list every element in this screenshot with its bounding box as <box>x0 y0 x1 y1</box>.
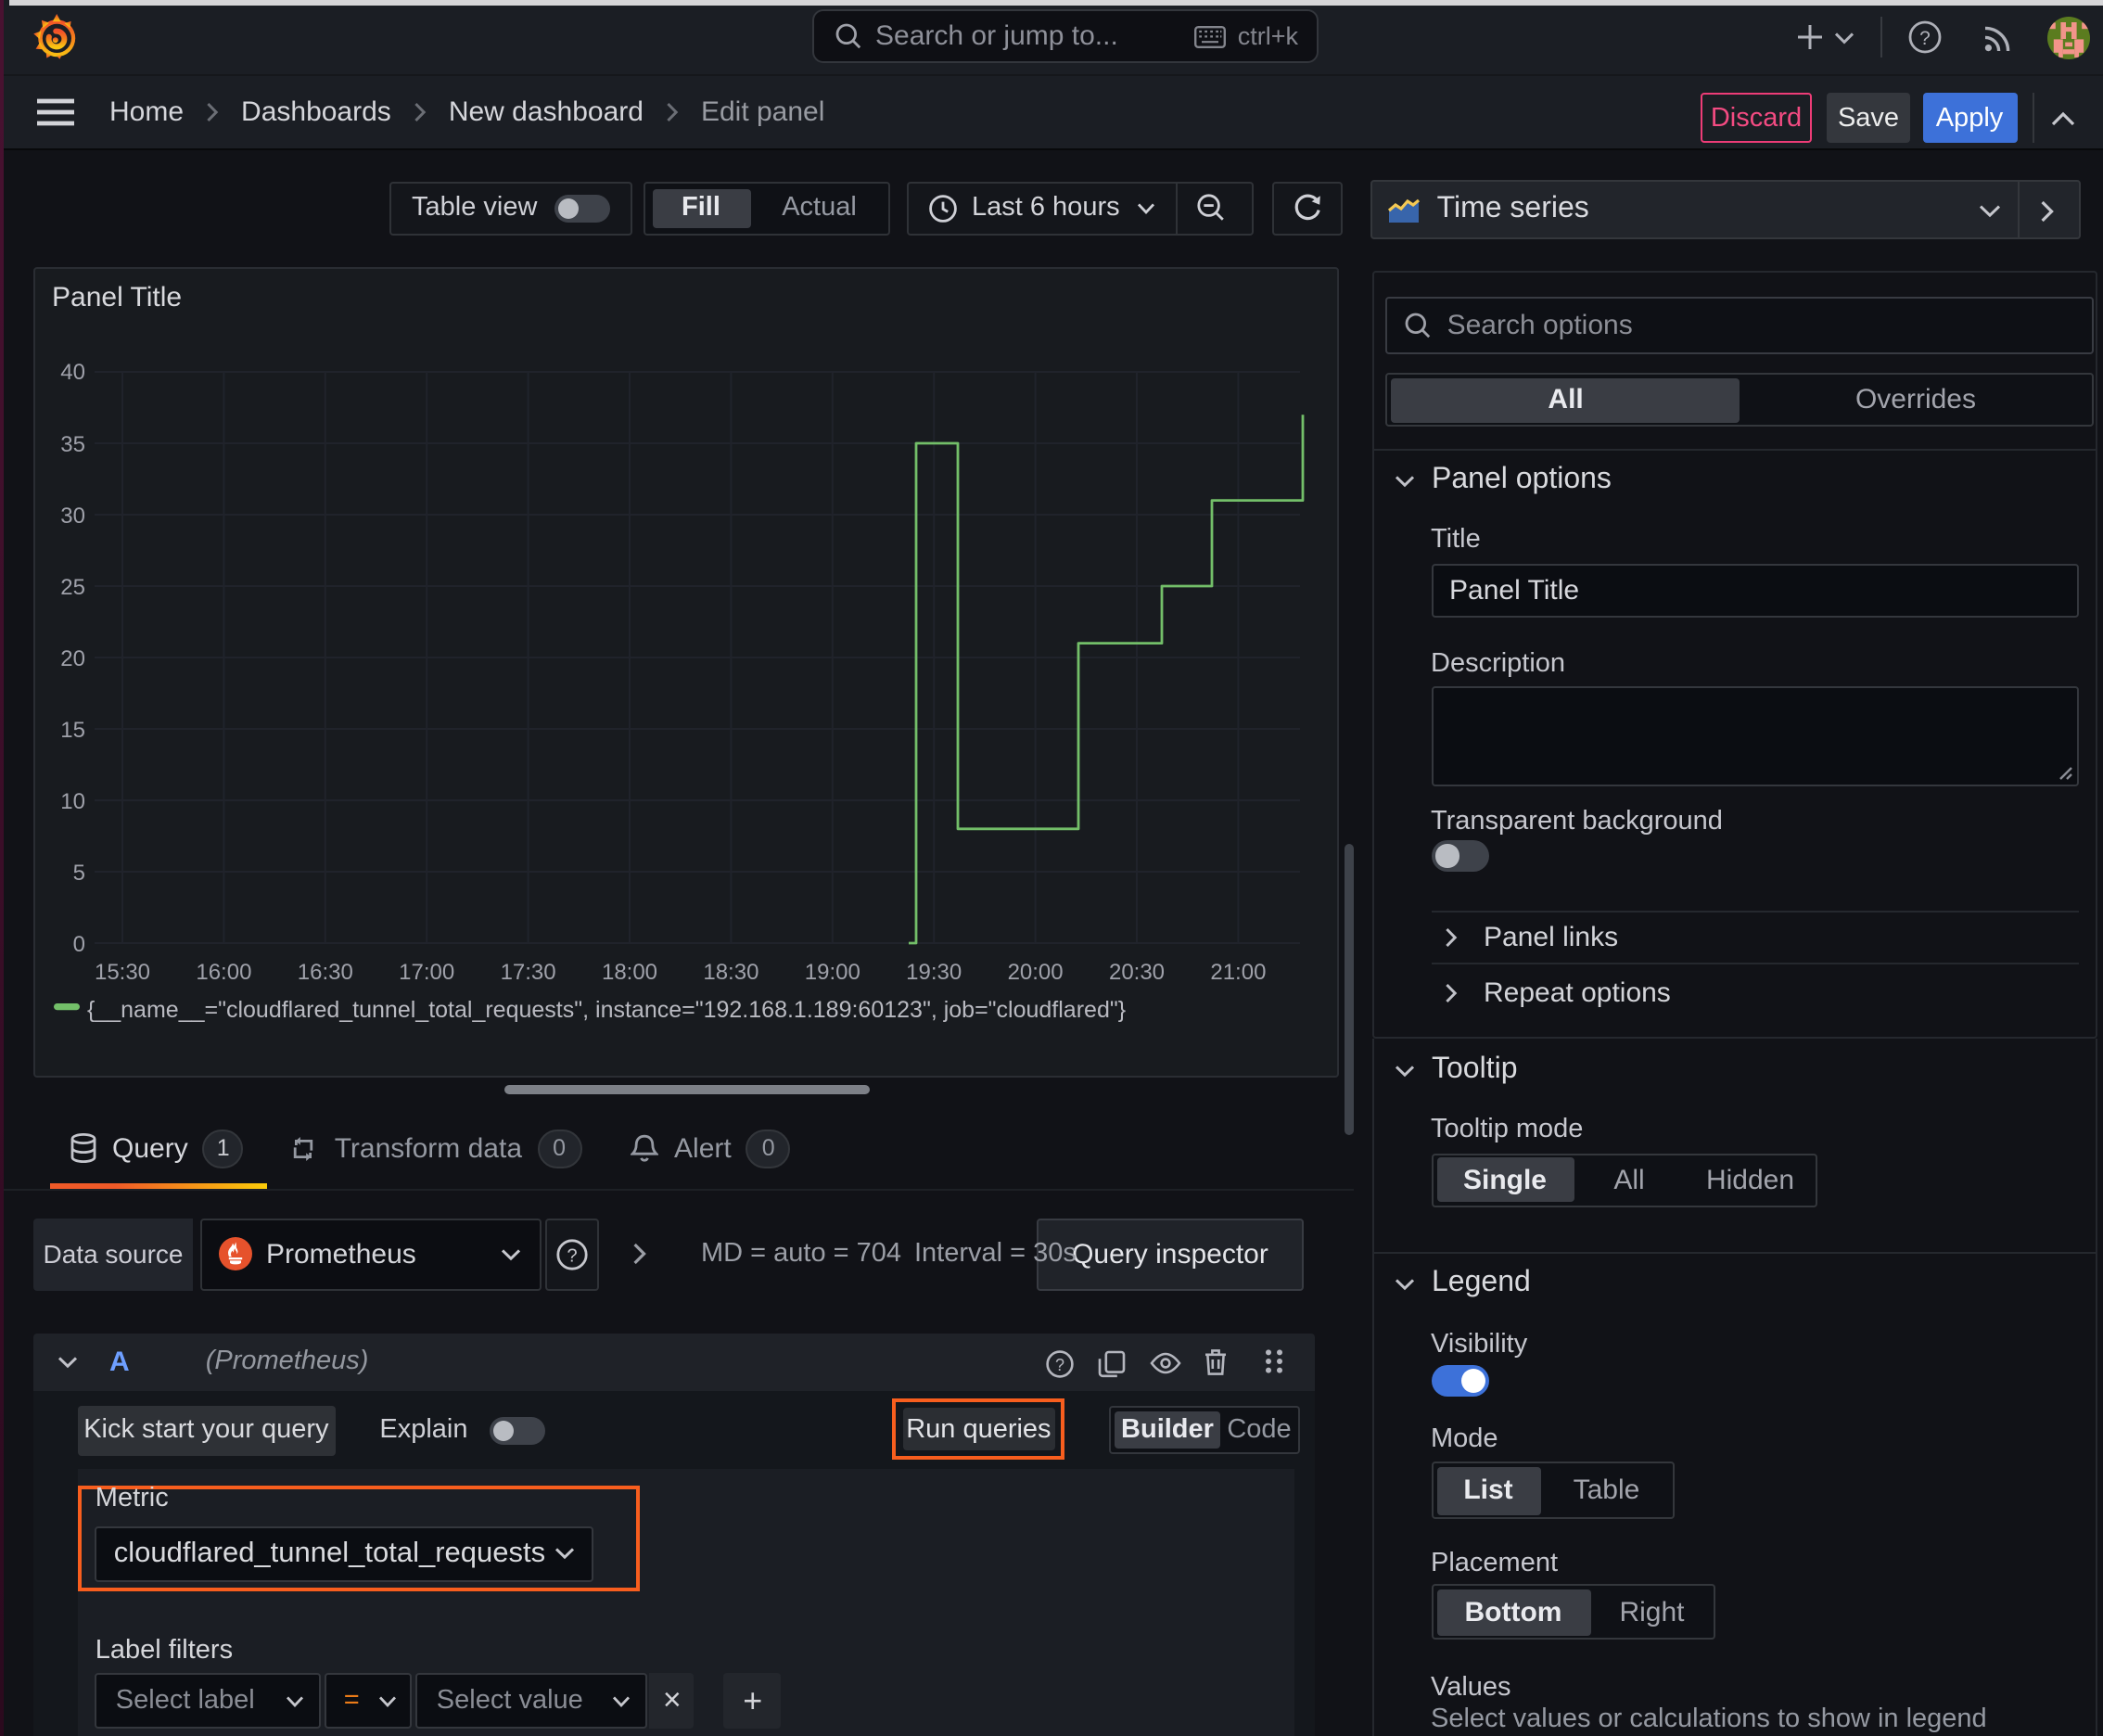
svg-text:30: 30 <box>60 503 85 528</box>
svg-text:20:30: 20:30 <box>1109 959 1165 984</box>
svg-text:?: ? <box>566 1245 576 1266</box>
svg-text:?: ? <box>1055 1355 1064 1373</box>
svg-text:20:00: 20:00 <box>1008 959 1064 984</box>
svg-text:15: 15 <box>60 717 85 742</box>
svg-text:?: ? <box>1919 28 1931 49</box>
svg-text:15:30: 15:30 <box>95 959 150 984</box>
svg-text:21:00: 21:00 <box>1210 959 1266 984</box>
svg-text:19:00: 19:00 <box>805 959 860 984</box>
svg-text:35: 35 <box>60 431 85 456</box>
svg-text:19:30: 19:30 <box>906 959 962 984</box>
svg-text:16:30: 16:30 <box>298 959 353 984</box>
svg-text:17:00: 17:00 <box>399 959 454 984</box>
svg-text:10: 10 <box>60 788 85 813</box>
svg-text:0: 0 <box>73 931 85 956</box>
svg-text:5: 5 <box>73 860 85 885</box>
svg-text:40: 40 <box>60 359 85 384</box>
svg-text:17:30: 17:30 <box>501 959 556 984</box>
svg-text:{__name__="cloudflared_tunnel_: {__name__="cloudflared_tunnel_total_requ… <box>87 996 1126 1022</box>
svg-text:18:30: 18:30 <box>703 959 758 984</box>
svg-text:16:00: 16:00 <box>196 959 251 984</box>
svg-text:20: 20 <box>60 645 85 670</box>
svg-text:18:00: 18:00 <box>602 959 657 984</box>
svg-text:25: 25 <box>60 574 85 599</box>
